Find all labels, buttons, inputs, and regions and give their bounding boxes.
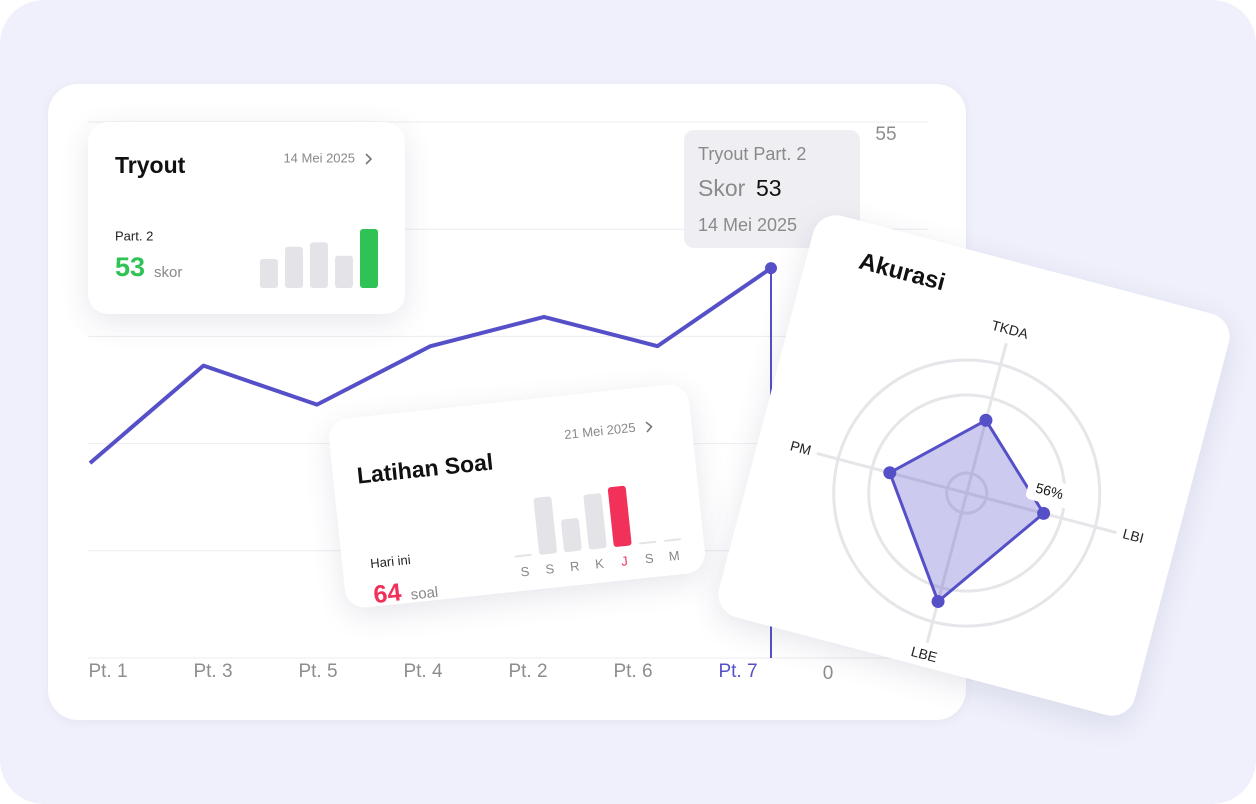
axis-label: LBI <box>1121 525 1145 546</box>
day-label: K <box>594 556 605 572</box>
card-unit: skor <box>154 264 182 281</box>
y-tick-label: 55 <box>875 124 896 145</box>
card-title: Tryout <box>115 152 186 178</box>
day-label: S <box>520 564 531 580</box>
y-tick-label: 0 <box>823 663 834 684</box>
tooltip-title: Tryout Part. 2 <box>698 144 806 164</box>
tryout-card: Tryout 14 Mei 2025 Part. 2 53 skor <box>88 122 405 314</box>
x-tick-label: Pt. 4 <box>403 661 443 682</box>
axis <box>925 492 969 644</box>
radar-point <box>1037 506 1051 520</box>
card-label: Part. 2 <box>115 228 153 243</box>
x-tick-label: Pt. 6 <box>613 661 652 682</box>
bar <box>360 229 378 288</box>
x-tick-label: Pt. 5 <box>298 661 337 682</box>
bar <box>607 485 632 547</box>
radar-area <box>888 418 1046 604</box>
radar-point <box>883 466 897 480</box>
x-tick-label: Pt. 7 <box>718 661 757 682</box>
chevron <box>645 421 653 433</box>
axis-label: LBE <box>909 643 939 665</box>
chevron <box>365 153 373 165</box>
latihan-card: Latihan Soal 21 Mei 2025 Hari ini 64 soal S S R… <box>327 382 707 610</box>
axis-label: TKDA <box>990 317 1031 342</box>
radar-point <box>931 595 945 609</box>
card-title: Latihan Soal <box>356 448 495 488</box>
bar <box>638 540 657 545</box>
day-label: S <box>545 561 556 577</box>
card-date: 21 Mei 2025 <box>564 420 637 442</box>
bar <box>514 554 533 558</box>
card-value: 53 <box>115 252 145 282</box>
card-label: Hari ini <box>369 552 411 571</box>
line <box>88 266 773 465</box>
day-label: M <box>668 548 680 564</box>
highlight-point <box>765 262 777 275</box>
bar <box>561 518 582 553</box>
axis-label: PM <box>789 437 813 458</box>
akurasi-card: Akurasi TKDA LBI LBE PM 56% <box>713 209 1235 722</box>
value-label-box <box>1025 475 1073 509</box>
tooltip-label: Skor <box>698 175 746 201</box>
bar <box>335 255 353 288</box>
card-value: 64 <box>372 578 403 609</box>
bar <box>310 242 328 288</box>
radar-point <box>979 413 993 427</box>
tooltip-content: Tryout Part. 2 Skor 53 14 Mei 2025 <box>698 144 806 235</box>
day-label: J <box>620 553 628 569</box>
bar <box>663 538 682 542</box>
card-date: 14 Mei 2025 <box>283 150 355 165</box>
bar <box>533 496 557 555</box>
day-label: R <box>569 558 580 574</box>
tooltip-value: 53 <box>756 175 782 201</box>
radar-chart: Akurasi TKDA LBI LBE PM 56% <box>789 248 1146 666</box>
card-title: Akurasi <box>856 248 948 297</box>
tooltip-date: 14 Mei 2025 <box>698 215 797 235</box>
bar <box>285 246 303 288</box>
bar <box>583 493 607 550</box>
value-label: 56% <box>1034 480 1065 503</box>
x-tick-label: Pt. 1 <box>88 661 127 682</box>
card-unit: soal <box>410 584 439 604</box>
tryout-chart: Tryout 14 Mei 2025 Part. 2 53 skor <box>115 150 378 288</box>
bar <box>260 259 278 288</box>
day-label: S <box>644 551 655 567</box>
x-tick-label: Pt. 3 <box>193 661 232 682</box>
x-tick-label: Pt. 2 <box>508 661 547 682</box>
